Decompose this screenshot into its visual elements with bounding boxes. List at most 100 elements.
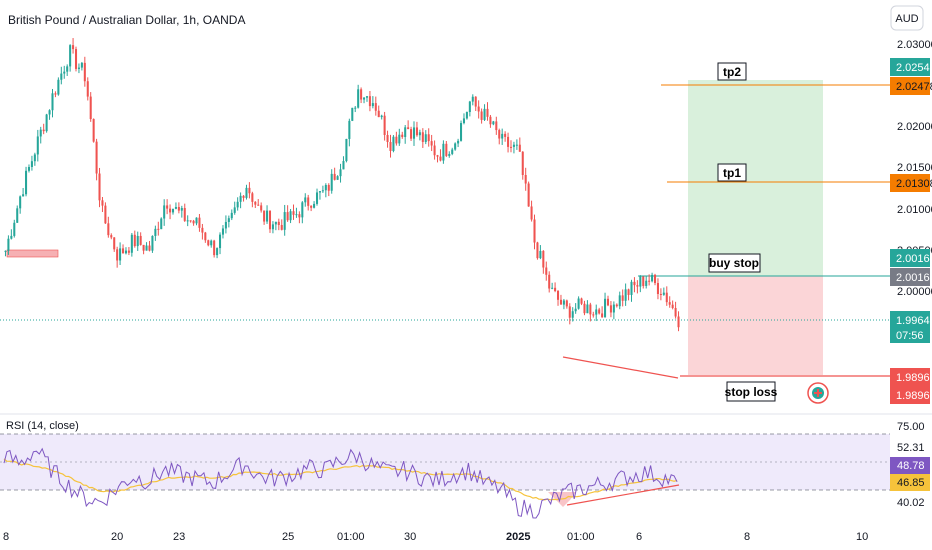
candle-body (133, 234, 136, 247)
candle-body (448, 153, 451, 156)
x-tick: 25 (282, 531, 294, 543)
candle-body (110, 235, 113, 238)
candle-body (392, 136, 395, 151)
candle-body (454, 143, 457, 150)
candle-body (474, 96, 477, 107)
candle-body (568, 306, 571, 318)
candle-body (606, 298, 610, 306)
candle-body (321, 190, 324, 192)
candle-body (357, 89, 360, 108)
candle-body (662, 292, 665, 295)
candle-body (204, 232, 207, 241)
price-label-tp2-zone: 2.02543 (896, 62, 932, 74)
candle-body (313, 203, 316, 208)
candle-body (268, 210, 272, 230)
candle-body (424, 134, 427, 142)
candle-body (462, 118, 466, 124)
price-axis[interactable]: 2.03000 2.02000 2.01500 2.01000 2.00500 … (890, 39, 932, 404)
candle-body (486, 108, 489, 117)
candle-body (122, 248, 125, 254)
support-marker (6, 249, 59, 258)
tp2-label: tp2 (717, 62, 747, 81)
chart-title: British Pound / Australian Dollar, 1h, O… (8, 13, 245, 27)
candle-body (160, 218, 163, 230)
candle-body (542, 250, 545, 268)
x-tick: 8 (3, 531, 9, 543)
candle-body (512, 144, 515, 147)
candle-body (333, 173, 336, 180)
candle-body (166, 205, 169, 209)
currency-label: AUD (895, 13, 918, 25)
candle-body (230, 212, 233, 219)
candle-body (248, 187, 251, 194)
candle-body (169, 208, 172, 213)
candle-body (207, 240, 210, 246)
candle-body (283, 212, 286, 230)
candle-body (318, 191, 321, 193)
candle-body (624, 289, 627, 301)
candle-body (66, 66, 69, 72)
x-tick: 01:00 (567, 531, 595, 543)
candle-body (480, 111, 483, 120)
candle-body (630, 281, 633, 295)
candle-body (292, 211, 295, 215)
candle-body (13, 222, 16, 236)
price-label-stop-zone: 1.98969 (896, 390, 932, 402)
candle-body (239, 195, 242, 202)
candle-body (430, 141, 433, 146)
candle-body (489, 116, 492, 125)
candle-body (192, 220, 195, 224)
candle-body (627, 289, 630, 295)
candle-body (612, 304, 615, 313)
alert-icon[interactable] (807, 382, 829, 404)
candle-body (374, 103, 377, 111)
time-axis[interactable]: 8 20 23 25 01:00 30 2025 01:00 6 8 10 (3, 531, 868, 543)
candle-body (665, 292, 668, 303)
svg-text:buy stop: buy stop (709, 256, 759, 270)
candle-body (254, 201, 257, 205)
candle-body (518, 144, 521, 152)
candle-body (307, 197, 310, 206)
candle-body (477, 106, 480, 112)
candle-body (260, 205, 263, 211)
candle-body (139, 235, 142, 245)
candle-body (274, 221, 277, 225)
rsi-ma-value: 46.85 (897, 477, 925, 489)
candle-body (45, 114, 48, 132)
candle-body (495, 121, 498, 131)
candle-body (257, 204, 260, 206)
risk-zone (688, 276, 823, 375)
candle-body (592, 314, 595, 316)
candle-body (471, 96, 474, 102)
candle-body (351, 107, 354, 121)
candle-body (574, 308, 577, 312)
candle-body (42, 129, 45, 132)
candle-body (174, 206, 177, 209)
candle-body (407, 127, 410, 130)
candle-body (116, 249, 119, 261)
candle-body (642, 276, 645, 286)
candle-body (492, 121, 495, 125)
candle-body (380, 115, 383, 118)
candle-body (171, 208, 175, 213)
candle-body (86, 81, 89, 97)
rsi-axis[interactable]: 75.00 52.31 48.78 46.85 40.02 (890, 421, 930, 509)
candle-body (315, 192, 319, 204)
candle-body (127, 250, 130, 253)
currency-button[interactable]: AUD (890, 5, 924, 31)
svg-text:tp2: tp2 (723, 65, 741, 79)
candle-body (136, 235, 139, 247)
candle-body (324, 185, 327, 191)
y-tick: 2.02000 (897, 121, 932, 133)
candle-body (604, 298, 607, 318)
candle-body (186, 220, 189, 222)
candle-body (80, 62, 83, 68)
candle-body (363, 97, 366, 100)
candle-body (286, 212, 289, 221)
candle-body (533, 219, 536, 243)
candle-body (218, 234, 222, 249)
candle-body (636, 285, 639, 287)
price-label-stop: 1.98969 (896, 372, 932, 384)
candle-body (601, 313, 604, 318)
candle-body (451, 149, 454, 154)
